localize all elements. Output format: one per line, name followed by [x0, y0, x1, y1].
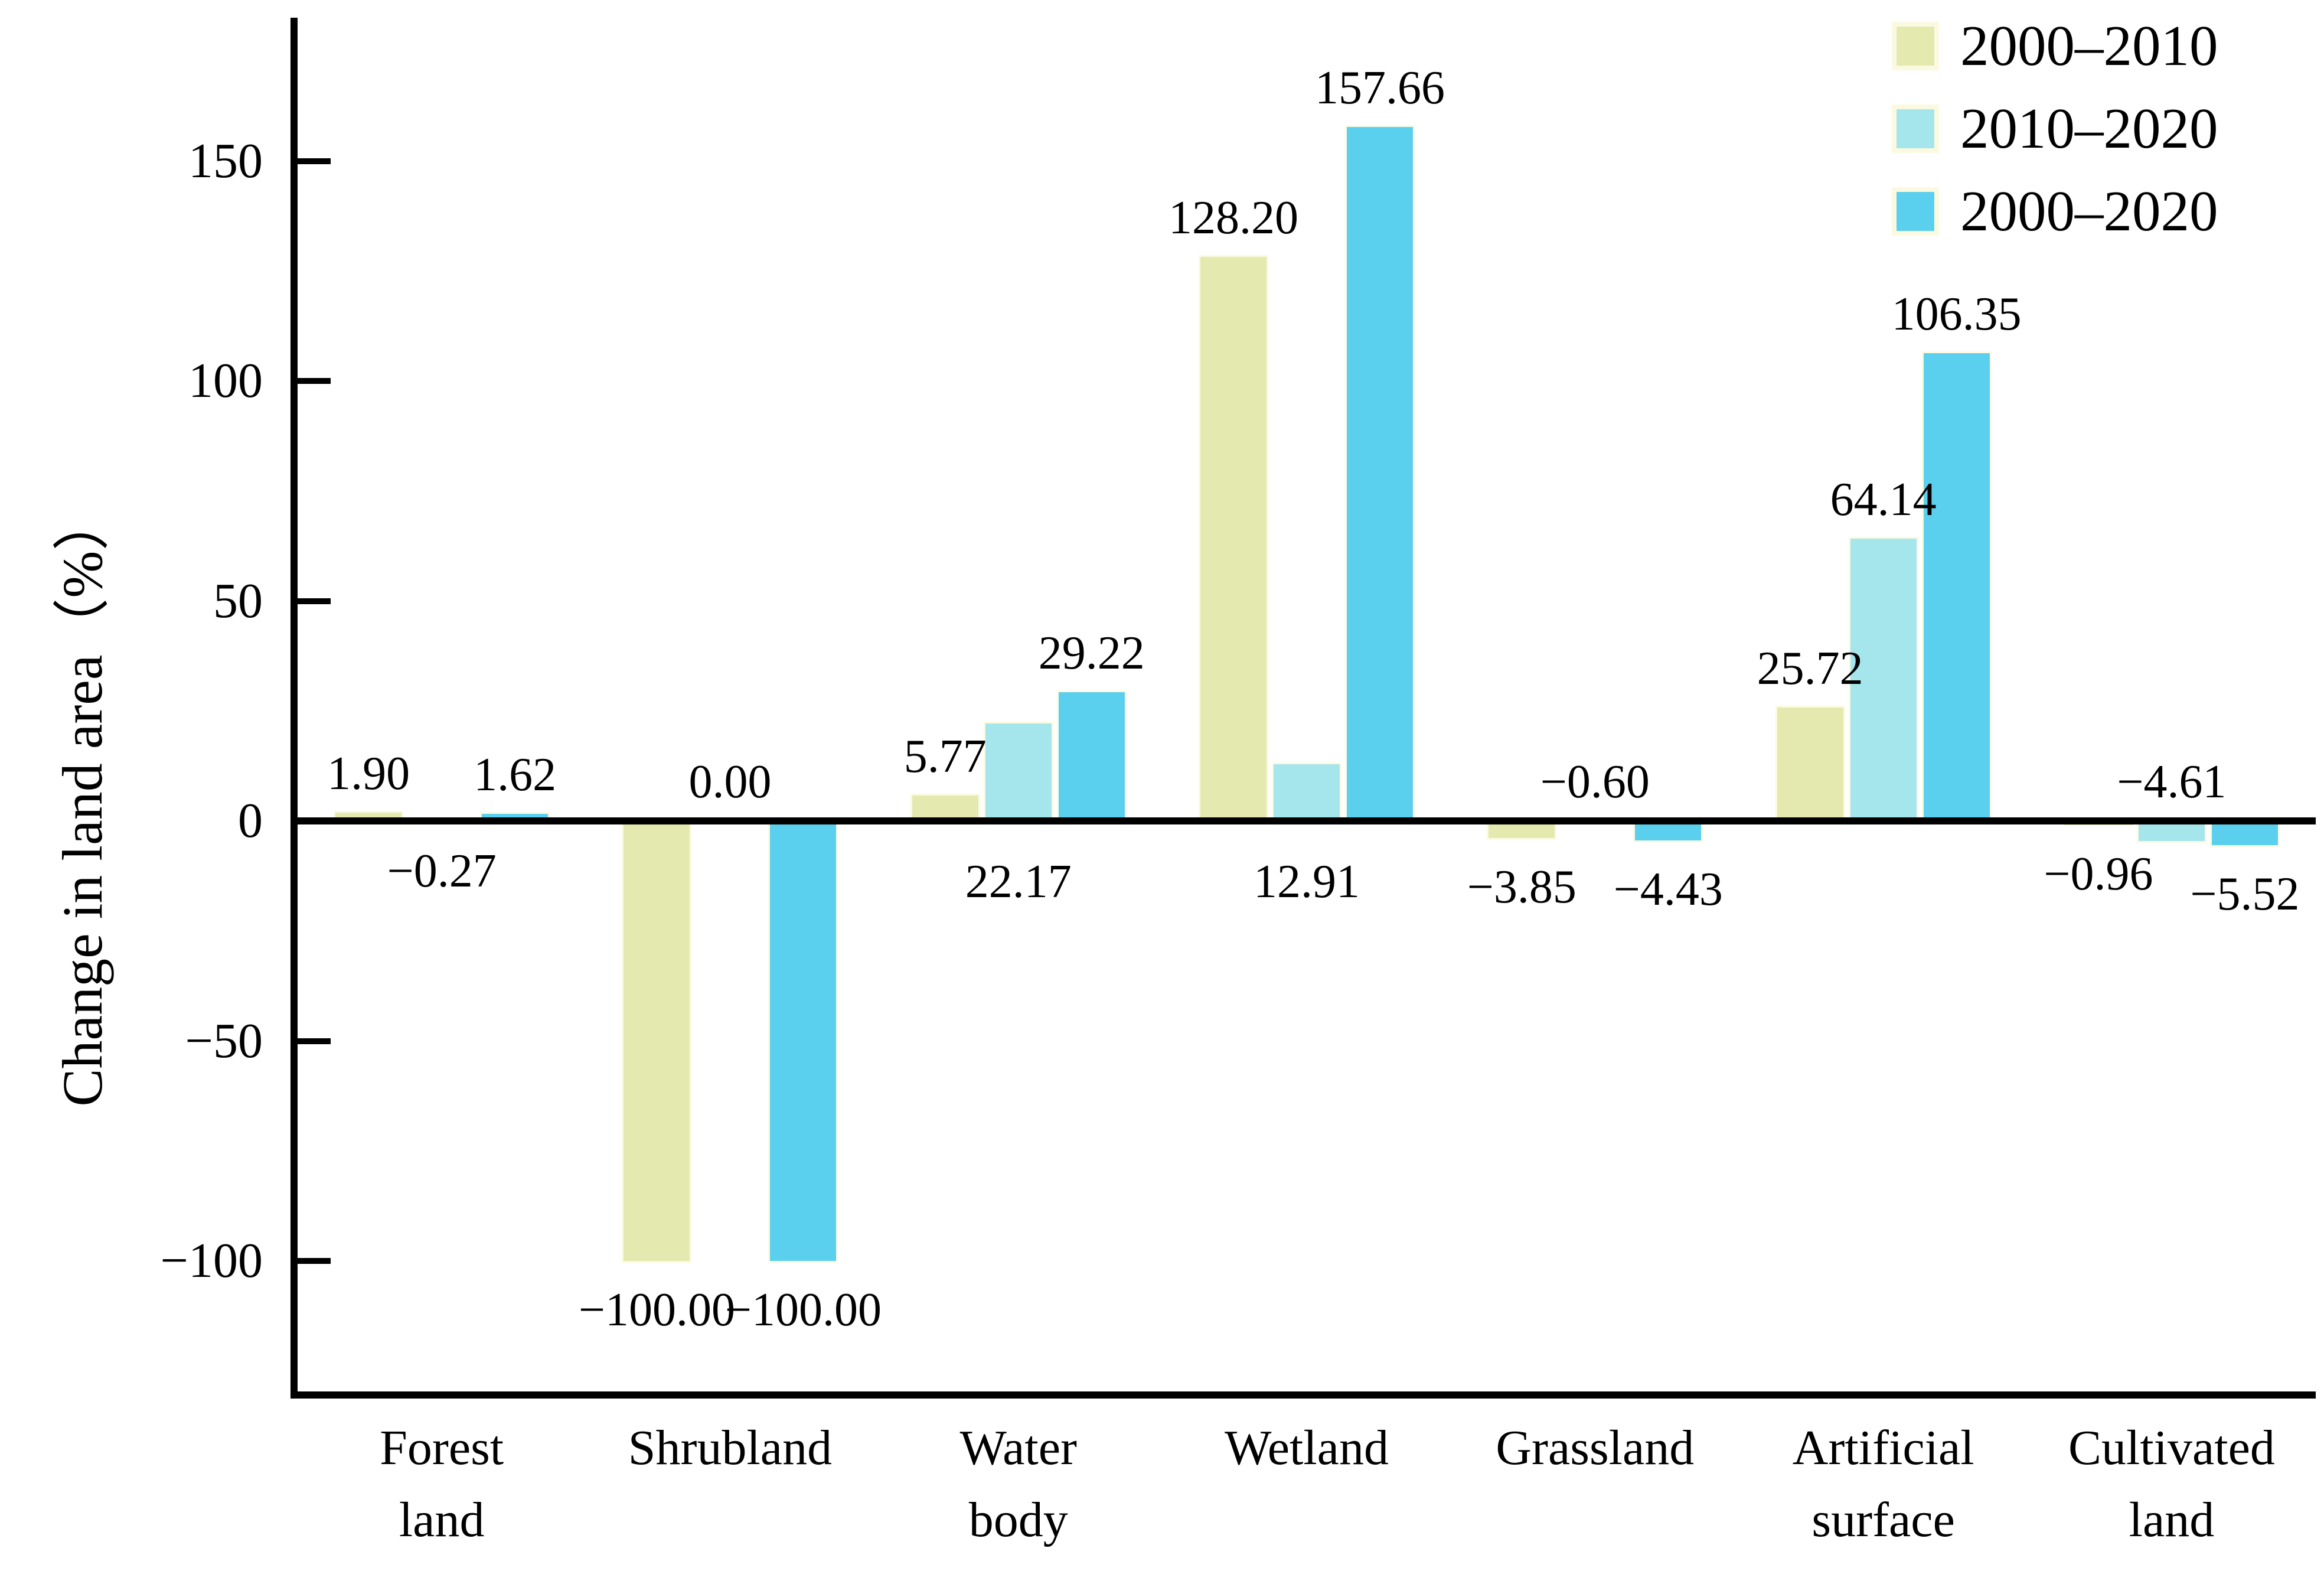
bar-2000–2020-Artificial-surface [1921, 351, 1992, 821]
y-tick-mark [298, 1258, 331, 1264]
bar-2000–2010-Artificial-surface [1775, 706, 1845, 821]
value-label-2000–2020-Grassland: −4.43 [1613, 863, 1723, 915]
legend-item-2010-2020: 2010–2020 [1892, 99, 2218, 158]
bar-2000–2010-Wetland [1199, 255, 1269, 821]
category-label-line1: Forest [380, 1420, 504, 1475]
y-tick-mark [298, 598, 331, 604]
bar-2000–2020-Wetland [1345, 125, 1415, 821]
y-tick-label: −50 [185, 1013, 263, 1068]
bar-2000–2020-Grassland [1633, 821, 1703, 842]
category-label-line2: land [399, 1492, 485, 1547]
bar-2010–2020-Cultivated-land [2136, 821, 2207, 843]
value-label-2000–2020-Forest-land: 1.62 [474, 748, 557, 801]
bar-2010–2020-Wetland [1272, 762, 1342, 821]
legend-item-2000-2010: 2000–2010 [1892, 17, 2218, 76]
legend-swatch-2000-2020 [1892, 187, 1939, 236]
x-axis-line [290, 1391, 2316, 1399]
y-tick-label: 50 [213, 573, 263, 628]
category-label-line2: body [968, 1492, 1068, 1547]
category-label-line1: Cultivated [2068, 1420, 2275, 1475]
legend-item-2000-2020: 2000–2020 [1892, 182, 2218, 241]
y-tick-mark [298, 1038, 331, 1044]
legend: 2000–2010 2010–2020 2000–2020 [1892, 17, 2218, 241]
value-label-2000–2010-Shrubland: −100.00 [578, 1284, 735, 1336]
value-label-2010–2020-Water-body: 22.17 [965, 856, 1072, 908]
bar-2010–2020-Water-body [983, 721, 1053, 821]
value-label-2000–2010-Forest-land: 1.90 [327, 747, 410, 800]
value-label-2000–2010-Wetland: 128.20 [1168, 191, 1299, 244]
value-label-2000–2020-Water-body: 29.22 [1038, 627, 1145, 680]
y-tick-label: 0 [238, 793, 263, 848]
value-label-2000–2010-Cultivated-land: −0.96 [2044, 848, 2153, 901]
value-label-2010–2020-Artificial-surface: 64.14 [1830, 474, 1937, 526]
bar-2000–2020-Cultivated-land [2209, 821, 2280, 848]
category-label-line1: Water [959, 1420, 1077, 1475]
legend-swatch-2000-2010 [1892, 22, 1939, 70]
legend-label: 2010–2020 [1960, 97, 2218, 160]
value-label-2000–2010-Grassland: −3.85 [1467, 861, 1576, 913]
category-label-line2: land [2129, 1492, 2215, 1547]
y-tick-mark [298, 378, 331, 384]
value-label-2000–2020-Artificial-surface: 106.35 [1891, 288, 2022, 340]
zero-line [298, 817, 2316, 824]
value-label-2000–2020-Cultivated-land: −5.52 [2190, 868, 2300, 921]
category-label-line1: Grassland [1496, 1420, 1695, 1475]
y-tick-label: −100 [160, 1233, 263, 1288]
bar-2000–2020-Water-body [1056, 690, 1127, 821]
value-label-2010–2020-Shrubland: 0.00 [688, 756, 772, 808]
category-label-line1: Artificial [1792, 1420, 1974, 1475]
value-label-2010–2020-Cultivated-land: −4.61 [2117, 756, 2227, 808]
category-label-line2: surface [1811, 1492, 1955, 1547]
legend-label: 2000–2010 [1960, 14, 2218, 77]
value-label-2010–2020-Grassland: −0.60 [1540, 756, 1650, 808]
legend-label: 2000–2020 [1960, 180, 2218, 243]
value-label-2000–2010-Artificial-surface: 25.72 [1757, 643, 1863, 695]
value-label-2000–2020-Shrubland: −100.00 [724, 1284, 882, 1336]
legend-swatch-2010-2020 [1892, 105, 1939, 153]
value-label-2000–2020-Wetland: 157.66 [1315, 62, 1445, 115]
category-label-line1: Wetland [1225, 1420, 1389, 1475]
bar-2010–2020-Artificial-surface [1848, 537, 1918, 821]
bar-2000–2020-Shrubland [768, 821, 838, 1263]
value-label-2010–2020-Wetland: 12.91 [1254, 856, 1360, 908]
y-tick-label: 150 [188, 133, 263, 188]
y-tick-label: 100 [188, 353, 263, 408]
bar-2000–2010-Water-body [910, 794, 980, 821]
y-axis-line [290, 18, 298, 1399]
y-tick-mark [298, 158, 331, 164]
bar-2000–2010-Shrubland [622, 821, 692, 1263]
category-label-line1: Shrubland [628, 1420, 833, 1475]
value-label-2010–2020-Forest-land: −0.27 [387, 845, 497, 897]
value-label-2000–2010-Water-body: 5.77 [903, 731, 987, 783]
